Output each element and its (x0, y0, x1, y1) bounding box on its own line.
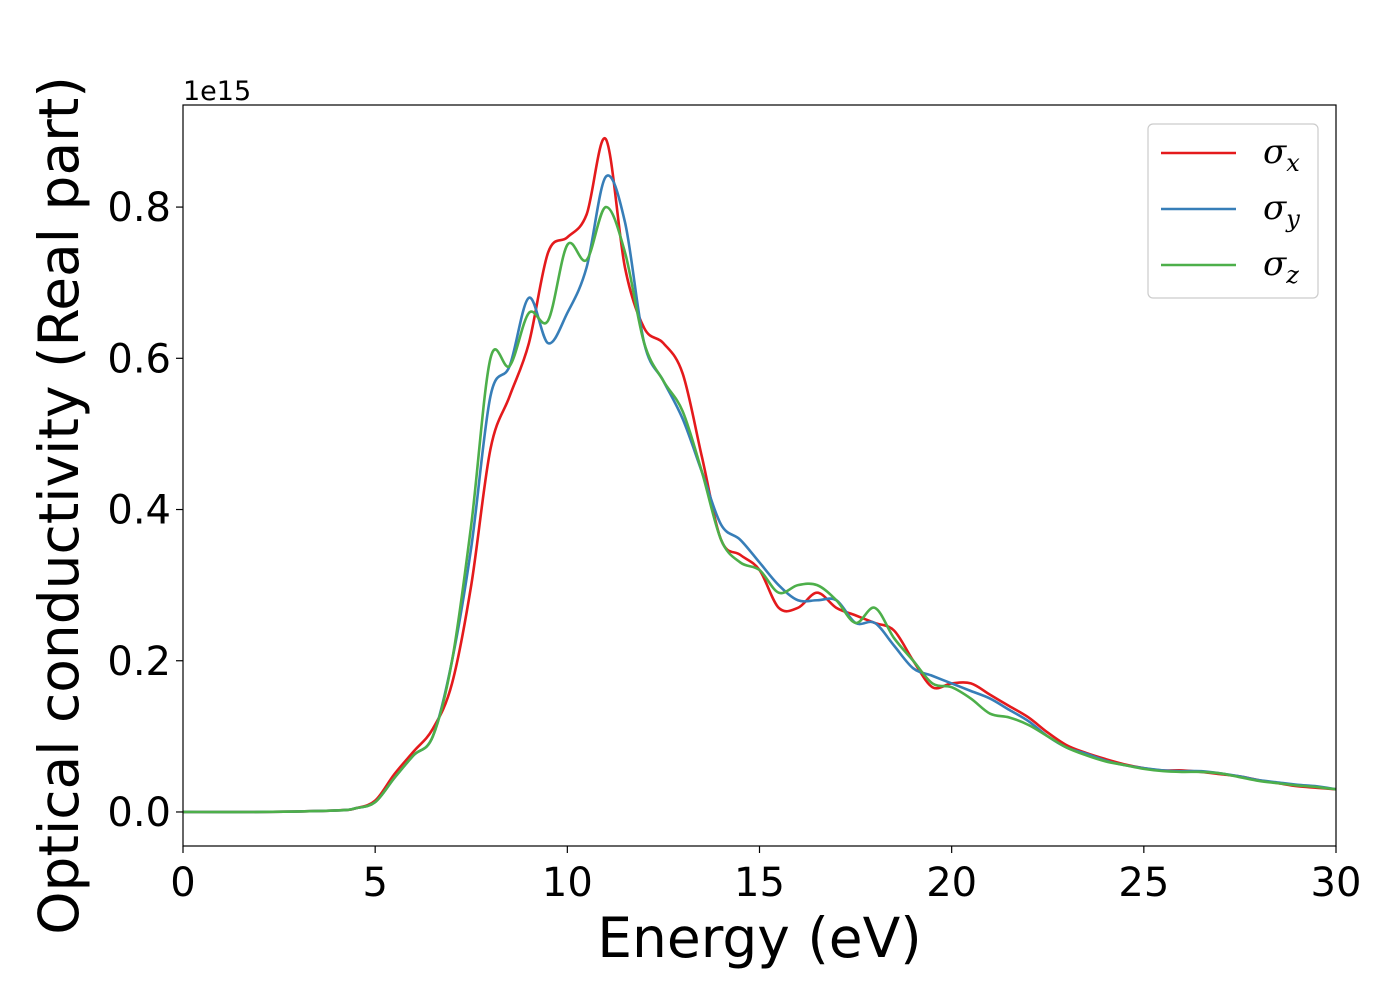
series-line-sigma-z (182, 205, 1337, 814)
x-tick-label: 15 (734, 860, 785, 906)
y-tick-label: 0.0 (107, 790, 171, 836)
series-lines (182, 137, 1337, 814)
legend: σx σy σz (1147, 123, 1319, 299)
x-tick-label: 25 (1118, 860, 1169, 906)
x-tick-label: 30 (1311, 860, 1362, 906)
x-axis-ticks: 0 5 10 15 20 25 30 (170, 846, 1361, 906)
x-tick-label: 10 (542, 860, 593, 906)
y-tick-label: 0.6 (107, 336, 171, 382)
legend-label-sigma-y: σy (1263, 188, 1300, 233)
x-tick-label: 0 (170, 860, 195, 906)
y-axis-ticks: 0.0 0.2 0.4 0.6 0.8 (107, 185, 183, 836)
y-tick-label: 0.4 (107, 488, 171, 534)
y-offset-text: 1e15 (183, 76, 251, 107)
y-tick-label: 0.2 (107, 639, 171, 685)
y-axis-label: Optical conductivity (Real part) (27, 76, 91, 935)
legend-box (1147, 123, 1319, 299)
y-tick-label: 0.8 (107, 185, 171, 231)
x-tick-label: 20 (926, 860, 977, 906)
x-axis-label: Energy (eV) (597, 906, 921, 970)
legend-label-sigma-z: σz (1263, 244, 1299, 289)
x-tick-label: 5 (362, 860, 387, 906)
legend-label-sigma-x: σx (1263, 132, 1300, 177)
